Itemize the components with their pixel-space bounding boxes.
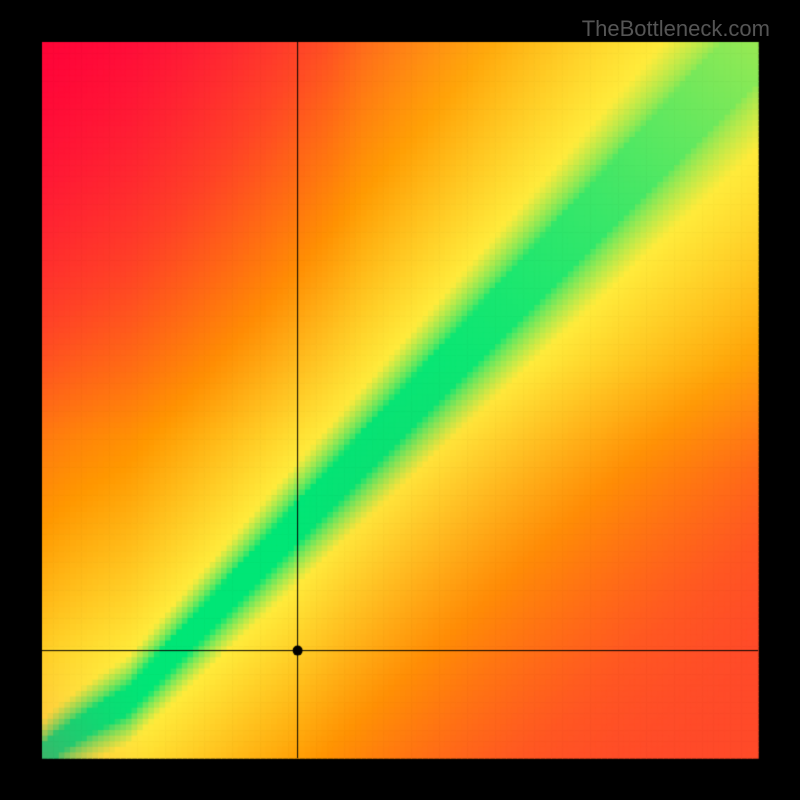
- chart-container: TheBottleneck.com: [0, 0, 800, 800]
- watermark-text: TheBottleneck.com: [582, 16, 770, 42]
- heatmap-canvas: [0, 0, 800, 800]
